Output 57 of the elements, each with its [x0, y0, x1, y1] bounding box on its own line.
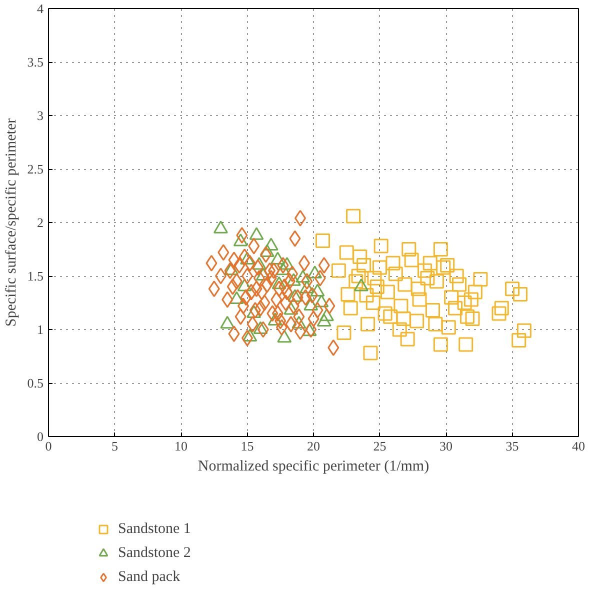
- point: [308, 266, 322, 278]
- point: [296, 270, 310, 283]
- point: [229, 291, 244, 304]
- legend-label: Sand pack: [118, 568, 180, 586]
- x-tick-label: 25: [373, 438, 386, 454]
- point: [256, 268, 270, 281]
- legend-label: Sandstone 1: [118, 520, 191, 538]
- point: [302, 323, 317, 336]
- x-tick-label: 40: [572, 438, 585, 454]
- y-tick-label: 0: [37, 429, 44, 444]
- point: [316, 314, 332, 327]
- point: [220, 316, 235, 329]
- point: [310, 284, 325, 297]
- y-tick-label: 2: [37, 215, 44, 230]
- point: [260, 244, 274, 257]
- point: [224, 262, 239, 276]
- point: [320, 308, 334, 322]
- point: [280, 257, 294, 270]
- x-tick-label: 20: [307, 438, 320, 454]
- point: [240, 252, 254, 264]
- point: [314, 294, 329, 308]
- point: [242, 328, 258, 342]
- point: [272, 276, 286, 290]
- point: [237, 278, 252, 292]
- y-tick-label: 1.5: [27, 268, 44, 284]
- y-tick-label: 2.5: [27, 162, 44, 176]
- y-axis-title: Specific surface/specific perimeter: [3, 118, 20, 327]
- point: [276, 262, 290, 276]
- y-tick-label: 0.5: [27, 376, 44, 390]
- point: [354, 278, 368, 292]
- y-tick-label: 3.5: [27, 54, 44, 70]
- point: [233, 234, 248, 246]
- point: [246, 305, 262, 318]
- point: [252, 257, 266, 270]
- point: [284, 302, 298, 315]
- point: [214, 220, 228, 234]
- x-tick-label: 35: [506, 438, 519, 454]
- x-tick-label: 30: [440, 438, 452, 454]
- point: [288, 289, 302, 302]
- x-tick-label: 10: [174, 438, 188, 454]
- point: [268, 312, 282, 326]
- point: [292, 316, 306, 329]
- point: [304, 298, 318, 310]
- point: [270, 252, 285, 264]
- point: [286, 273, 301, 286]
- y-tick-label: 3: [37, 108, 44, 123]
- point: [249, 227, 264, 240]
- point: [264, 238, 278, 251]
- x-tick-label: 15: [240, 438, 254, 454]
- y-tick-label: 4: [37, 1, 44, 16]
- y-tick-label: 1: [37, 322, 44, 337]
- point: [300, 280, 314, 294]
- x-axis-title: Normalized specific perimeter (1/mm): [198, 458, 430, 474]
- legend-label: Sandstone 2: [118, 544, 191, 562]
- point: [277, 330, 292, 343]
- x-tick-label: 5: [112, 438, 118, 454]
- point: [253, 321, 268, 334]
